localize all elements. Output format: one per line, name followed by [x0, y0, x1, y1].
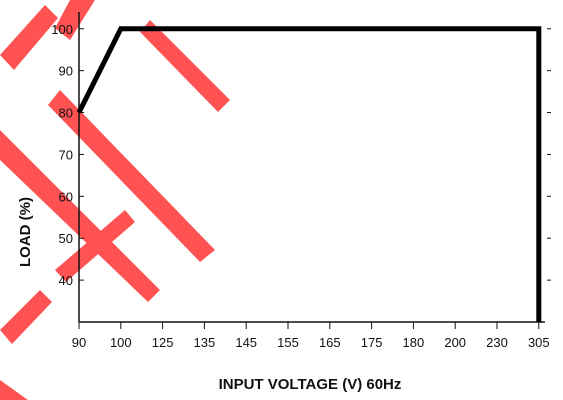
x-tick-label: 200	[444, 335, 466, 350]
y-tick-label: 60	[59, 189, 73, 204]
x-tick-label: 90	[72, 335, 86, 350]
watermark-stroke-4	[140, 20, 230, 112]
watermark-stroke-5	[0, 290, 52, 344]
y-tick-label: 90	[59, 64, 73, 79]
x-axis: 90 100 125 135 145 155 165 175 180 200 230 305	[72, 321, 550, 350]
x-tick-label: 135	[194, 335, 216, 350]
watermark-stroke-7	[55, 0, 95, 40]
y-tick-label: 100	[51, 22, 73, 37]
x-tick-label: 145	[235, 335, 257, 350]
x-tick-label: 100	[110, 335, 132, 350]
x-tick-label: 175	[361, 335, 383, 350]
y-tick-label: 40	[59, 273, 73, 288]
series-line	[76, 26, 542, 322]
y-tick-label: 50	[59, 231, 73, 246]
x-tick-label: 125	[152, 335, 174, 350]
x-tick-label: 165	[319, 335, 341, 350]
watermark-stroke-8	[0, 380, 28, 400]
watermark-stroke-6	[55, 210, 135, 282]
series-point	[120, 28, 122, 30]
series-point	[78, 112, 80, 114]
x-axis-title: INPUT VOLTAGE (V) 60Hz	[219, 376, 402, 393]
y-tick-label: 70	[59, 147, 73, 162]
series-point	[538, 28, 540, 30]
x-tick-label: 230	[486, 335, 508, 350]
x-tick-label: 305	[528, 335, 550, 350]
x-tick-label: 180	[403, 335, 425, 350]
watermark-stroke-2	[0, 130, 160, 302]
watermark-stroke-3	[48, 90, 215, 262]
series-layer	[76, 26, 542, 323]
y-axis-title: LOAD (%)	[17, 197, 34, 267]
series-point	[538, 321, 540, 323]
y-axis: 40 50 60 70 80 90 100	[51, 12, 551, 322]
watermark-stroke-1	[0, 5, 58, 70]
watermark	[0, 0, 230, 400]
x-tick-label: 155	[277, 335, 299, 350]
y-tick-label: 80	[59, 106, 73, 121]
